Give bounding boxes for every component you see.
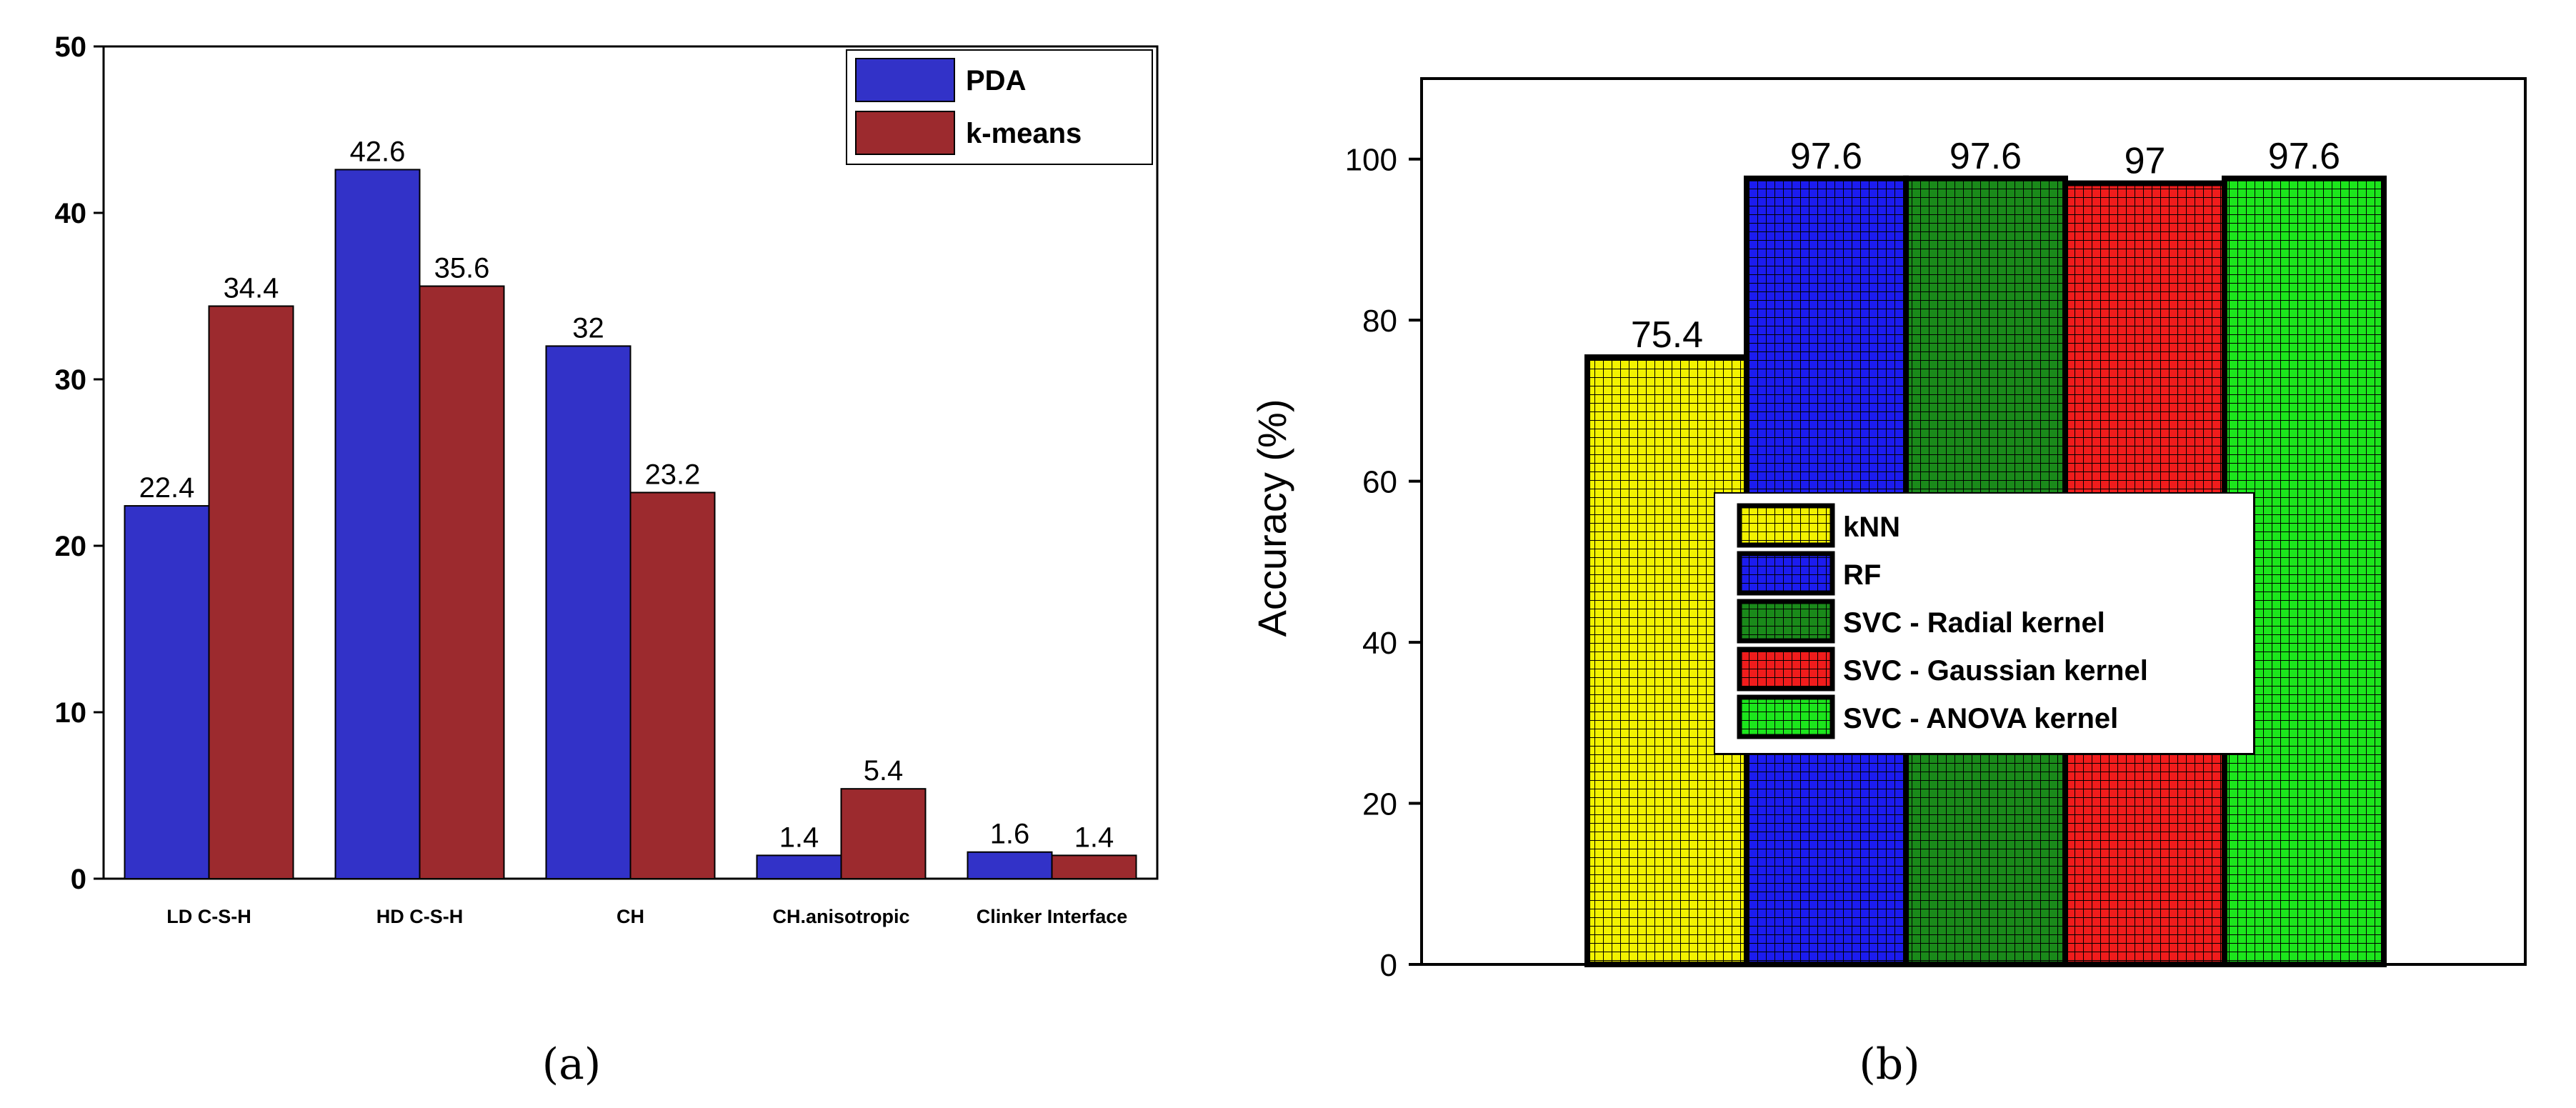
chart-b-legend-swatch-pattern: [1737, 694, 1835, 739]
chart-b-legend-label: SVC - Radial kernel: [1843, 607, 2105, 639]
chart-a-bar-k-means: [840, 788, 927, 880]
chart-a-data-label: 1.6: [990, 819, 1030, 850]
chart-b-legend-label: kNN: [1843, 511, 1900, 543]
chart-b-legend-swatch-pattern: [1737, 503, 1835, 548]
chart-a-category-label: CH.anisotropic: [772, 906, 909, 927]
chart-a-legend-label: PDA: [966, 65, 1026, 96]
chart-b-data-label: 97.6: [2268, 136, 2340, 177]
chart-a: 0 10 20 30 40 50 22.4 34.4 42.6 35.6 32 23.2 1.4 5.4…: [55, 31, 1159, 1089]
chart-a-bar-k-means: [1051, 854, 1137, 880]
chart-a-data-label: 32: [572, 312, 604, 344]
chart-b-y-tick-label: 40: [1362, 626, 1397, 661]
chart-a-bar-pda: [124, 505, 210, 879]
chart-b-caption: (b): [1859, 1039, 1919, 1089]
chart-a-data-label: 5.4: [864, 755, 904, 787]
chart-b-legend-swatch-pattern: [1737, 647, 1835, 692]
chart-b-data-label: 75.4: [1631, 314, 1703, 356]
chart-b-y-tick-label: 60: [1362, 465, 1397, 500]
chart-a-y-tick-label: 0: [71, 864, 86, 895]
chart-b-legend: kNN RF SVC - Radial kernel SVC - Gaussian k…: [1714, 492, 2255, 754]
chart-a-y-tick-label: 30: [55, 364, 87, 396]
chart-b-legend-label: SVC - ANOVA kernel: [1843, 703, 2118, 734]
chart-a-data-label: 42.6: [350, 136, 406, 167]
chart-a-legend-swatch: [855, 58, 955, 102]
chart-b-y-tick-label: 100: [1345, 143, 1397, 178]
chart-b-legend-swatch-pattern: [1737, 599, 1835, 644]
chart-a-y-tick-label: 10: [55, 697, 87, 729]
chart-a-category-label: LD C-S-H: [166, 906, 251, 927]
chart-b-data-label: 97.6: [1950, 136, 2022, 177]
chart-a-category-label: CH: [616, 906, 644, 927]
chart-b-legend-label: SVC - Gaussian kernel: [1843, 655, 2148, 687]
chart-b-data-label: 97.6: [1790, 136, 1862, 177]
chart-a-bar-k-means: [208, 305, 294, 880]
chart-a-bar-pda: [545, 345, 631, 879]
chart-a-category-label: HD C-S-H: [376, 906, 464, 927]
chart-a-bar-k-means: [629, 491, 716, 879]
chart-a-y-tick-label: 50: [55, 31, 87, 63]
chart-a-data-label: 34.4: [224, 272, 279, 304]
chart-a-data-label: 1.4: [779, 822, 819, 853]
chart-b-legend-swatch-pattern: [1737, 551, 1835, 596]
chart-a-data-label: 23.2: [645, 459, 701, 490]
chart-a-bar-k-means: [419, 285, 505, 879]
chart-b-legend-label: RF: [1843, 559, 1881, 591]
chart-b-y-tick-label: 0: [1380, 948, 1397, 983]
chart-b-y-axis-label: Accuracy (%): [1249, 399, 1294, 637]
chart-a-data-label: 22.4: [139, 472, 195, 504]
chart-a-bar-pda: [756, 854, 842, 880]
chart-a-legend-label: k-means: [966, 118, 1082, 149]
chart-a-data-label: 35.6: [434, 253, 490, 284]
chart-a-bar-pda: [334, 169, 421, 880]
chart-a-data-label: 1.4: [1074, 822, 1114, 853]
chart-a-y-tick-label: 20: [55, 531, 87, 562]
chart-a-y-tick-label: 40: [55, 198, 87, 229]
chart-a-bar-pda: [967, 851, 1053, 879]
chart-b-y-tick-label: 20: [1362, 787, 1397, 822]
chart-a-legend: PDA k-means: [846, 49, 1153, 165]
chart-a-legend-swatch: [855, 111, 955, 155]
chart-a-category-label: Clinker Interface: [977, 906, 1128, 927]
chart-b-data-label: 97: [2125, 141, 2166, 182]
chart-b-y-tick-label: 80: [1362, 304, 1397, 339]
chart-a-caption: (a): [542, 1039, 601, 1089]
chart-b: 0 20 40 60 80 100 75.4 97.6 97.6 97 97.6 Accuracy…: [1249, 77, 2527, 1089]
